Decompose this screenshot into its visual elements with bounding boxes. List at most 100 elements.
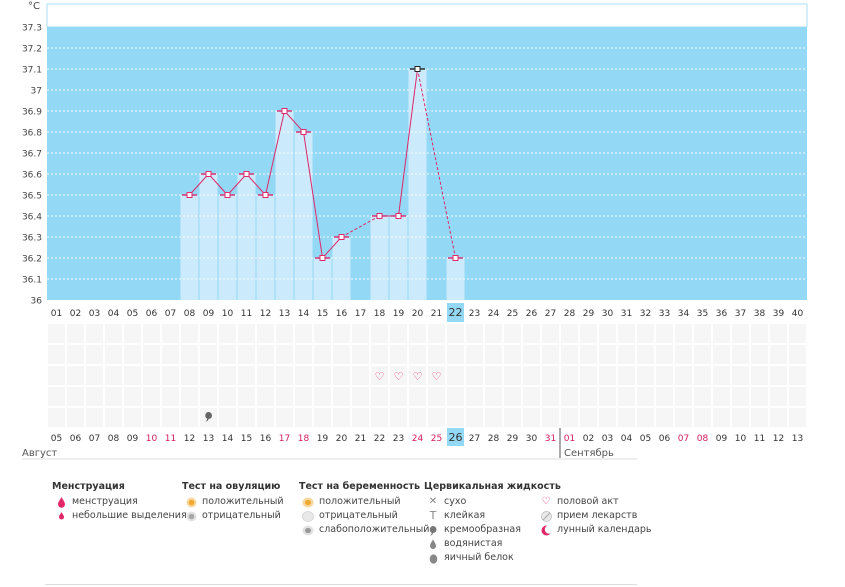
marker-cell [124,408,141,427]
marker-cell [561,408,578,427]
marker-cell [618,387,635,406]
calendar-date-label: 13 [203,434,214,444]
marker-cell [67,366,84,385]
marker-cell [466,408,483,427]
marker-cell [466,387,483,406]
marker-cell [257,345,274,364]
marker-cell [352,324,369,343]
marker-cell [67,345,84,364]
marker-cell [713,324,730,343]
legend-item: ♡ половой акт [537,495,652,509]
y-tick-label: 37.3 [22,24,42,34]
series-line-segment [227,173,247,196]
marker-cell [295,324,312,343]
cycle-day-label: 22 [449,306,463,319]
marker-cell [181,366,198,385]
marker-cell [656,324,673,343]
marker-cell [86,324,103,343]
calendar-date-label: 07 [89,434,100,444]
negative-test-icon [299,510,317,522]
y-tick-label: 36.7 [22,150,42,160]
cycle-day-label: 24 [488,309,500,319]
marker-cell [390,324,407,343]
creamy-icon [205,412,212,422]
heart-icon: ♡ [432,370,442,383]
cycle-day-label: 35 [697,309,708,319]
calendar-date-label: 14 [222,434,234,444]
marker-cell [48,387,65,406]
marker-cell [466,345,483,364]
calendar-date-label: 07 [678,434,689,444]
marker-cell [789,408,806,427]
marker-cell [295,345,312,364]
calendar-date-label: 12 [773,434,784,444]
legend-pregnancy: Тест на беременность положительный отриц… [299,478,429,537]
marker-cell [770,387,787,406]
marker-cell [371,324,388,343]
marker-cell [542,408,559,427]
legend-other: ♡ половой акт прием лекарств лунный кале… [537,495,652,537]
marker-cell [390,366,407,385]
marker-cell [238,324,255,343]
marker-cell [371,408,388,427]
data-point [395,213,402,219]
marker-cell [162,345,179,364]
marker-cell [181,345,198,364]
calendar-date-label: 16 [260,434,272,444]
positive-test-icon [182,496,200,508]
pill-icon [537,510,555,522]
current-date-highlight [447,428,464,446]
marker-cell [67,408,84,427]
marker-cell [314,366,331,385]
marker-cell [542,324,559,343]
marker-cell [770,408,787,427]
marker-cell [789,387,806,406]
cycle-day-label: 27 [545,309,556,319]
marker-cell [694,324,711,343]
data-point [186,192,193,198]
marker-cell [713,366,730,385]
marker-cell [485,387,502,406]
marker-cell [333,345,350,364]
marker-cell [561,366,578,385]
marker-cell [656,387,673,406]
cycle-day-label: 16 [336,309,348,319]
calendar-date-label: 10 [146,434,158,444]
heart-icon: ♡ [541,496,551,507]
calendar-date-label: 12 [184,434,195,444]
marker-cell [675,366,692,385]
cycle-day-label: 40 [792,309,804,319]
cycle-day-label: 10 [222,309,234,319]
marker-cell [656,366,673,385]
marker-cell [295,408,312,427]
series-line-segment [303,131,323,259]
marker-cell [390,408,407,427]
marker-cell [675,324,692,343]
cycle-day-label: 04 [108,309,120,319]
legend-label: отрицательный [319,510,398,521]
legend-label: клейкая [444,510,486,521]
marker-cell [86,345,103,364]
y-tick-label: 36.6 [22,171,42,181]
marker-cell [314,408,331,427]
marker-cell [314,324,331,343]
cycle-day-label: 07 [165,309,176,319]
marker-cell [200,387,217,406]
series-line-segment [265,110,285,196]
marker-cell [428,387,445,406]
marker-cell [485,324,502,343]
marker-cell [542,345,559,364]
calendar-date-label: 20 [336,434,348,444]
marker-cell [485,345,502,364]
marker-cell [618,408,635,427]
marker-cell [181,387,198,406]
calendar-date-label: 03 [602,434,613,444]
marker-cell [409,345,426,364]
cycle-day-label: 08 [184,309,196,319]
marker-cell [732,345,749,364]
legend-cervical: Цервикальная жидкость ✕ сухо T клейкая к… [424,478,561,565]
temperature-bar [256,195,275,300]
marker-cell [428,408,445,427]
marker-cell [428,324,445,343]
data-point [376,213,383,219]
